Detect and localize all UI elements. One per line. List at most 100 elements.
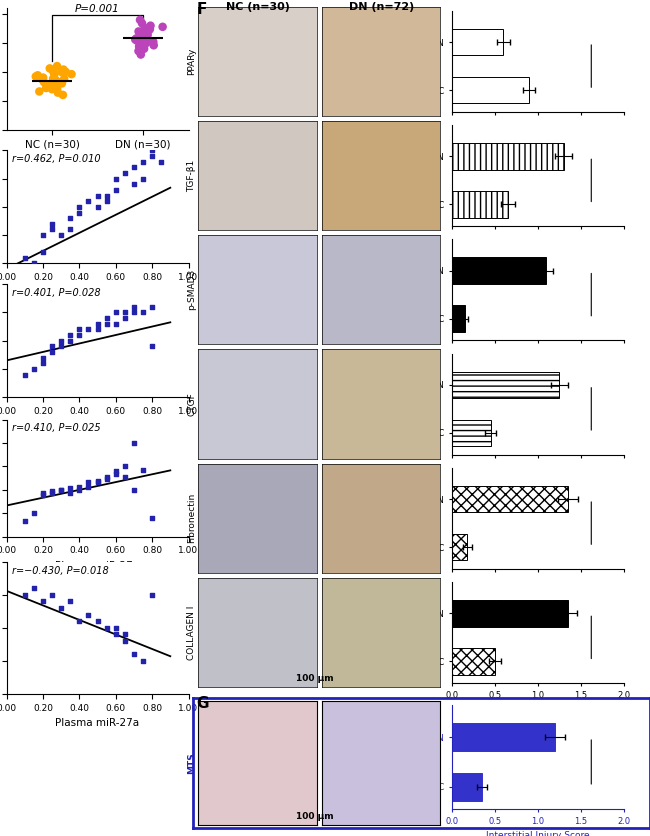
Point [41,81,51,94]
Point [120,460,130,473]
Text: G: G [196,696,209,711]
Point [136,48,146,61]
Point [38,488,48,502]
Point [52,59,62,73]
Point [147,339,157,353]
Point [148,35,159,48]
Point [47,64,58,78]
Point [74,614,85,628]
Point [147,150,157,163]
Point [92,189,103,202]
Point [56,601,66,614]
Point [65,334,75,348]
Point [138,463,148,477]
Point [134,32,144,45]
Point [101,471,112,484]
Point [140,26,151,39]
Point [101,472,112,486]
Text: Fibronectin: Fibronectin [187,493,196,543]
Point [74,480,85,493]
Bar [452,257,547,283]
Bar [452,143,564,170]
Point [120,311,130,324]
Text: F: F [196,2,207,17]
Point [147,300,157,314]
Point [129,483,139,497]
Point [145,23,155,36]
Point [20,251,30,264]
Point [52,83,62,96]
Point [129,306,139,319]
Point [131,32,142,45]
Point [29,582,39,595]
Point [56,65,66,79]
Point [140,29,151,43]
Point [47,222,57,236]
Point [147,512,157,525]
Bar [452,773,482,801]
Point [74,323,85,336]
Point [29,257,39,270]
Point [129,178,139,191]
Point [101,317,112,330]
Point [92,476,103,489]
Point [129,648,139,661]
X-axis label: Plasma miR-27a: Plasma miR-27a [55,561,140,571]
Point [138,306,148,319]
Point [56,483,66,497]
Point [49,68,59,81]
Point [111,621,121,635]
Point [46,78,56,91]
Point [65,482,75,495]
Point [92,323,103,336]
Point [92,474,103,487]
Point [51,74,61,87]
Point [38,71,48,84]
Text: NC (n=30): NC (n=30) [226,2,291,12]
Point [92,614,103,628]
Point [83,476,94,489]
Point [132,34,142,48]
Point [49,74,59,88]
Point [74,329,85,342]
Point [65,329,75,342]
Text: COLLAGEN I: COLLAGEN I [187,605,196,660]
Point [135,31,146,44]
Point [56,334,66,348]
Point [134,40,144,54]
Point [120,635,130,648]
Point [32,69,43,82]
Point [135,33,146,46]
Text: 100 µm: 100 µm [296,674,334,683]
Point [58,63,69,76]
Point [138,155,148,168]
Bar [452,648,495,675]
Point [129,161,139,174]
Point [111,467,121,481]
Point [138,654,148,667]
Bar [452,723,555,751]
Point [138,172,148,186]
Point [111,306,121,319]
Point [120,166,130,180]
Point [133,44,144,58]
Point [157,20,168,33]
Point [29,362,39,375]
X-axis label: Quantification of Intensity: Quantification of Intensity [479,706,597,714]
Point [34,84,45,98]
Point [129,436,139,450]
Point [65,212,75,225]
Point [111,183,121,196]
Point [50,77,60,90]
Point [38,351,48,364]
Point [101,195,112,208]
Point [55,75,66,89]
Text: PPARy: PPARy [187,48,196,75]
Point [47,487,57,500]
Point [20,368,30,381]
Point [141,36,151,49]
Point [120,628,130,641]
Point [74,200,85,213]
Text: r=0.401, P=0.028: r=0.401, P=0.028 [12,288,101,298]
Point [143,34,153,48]
